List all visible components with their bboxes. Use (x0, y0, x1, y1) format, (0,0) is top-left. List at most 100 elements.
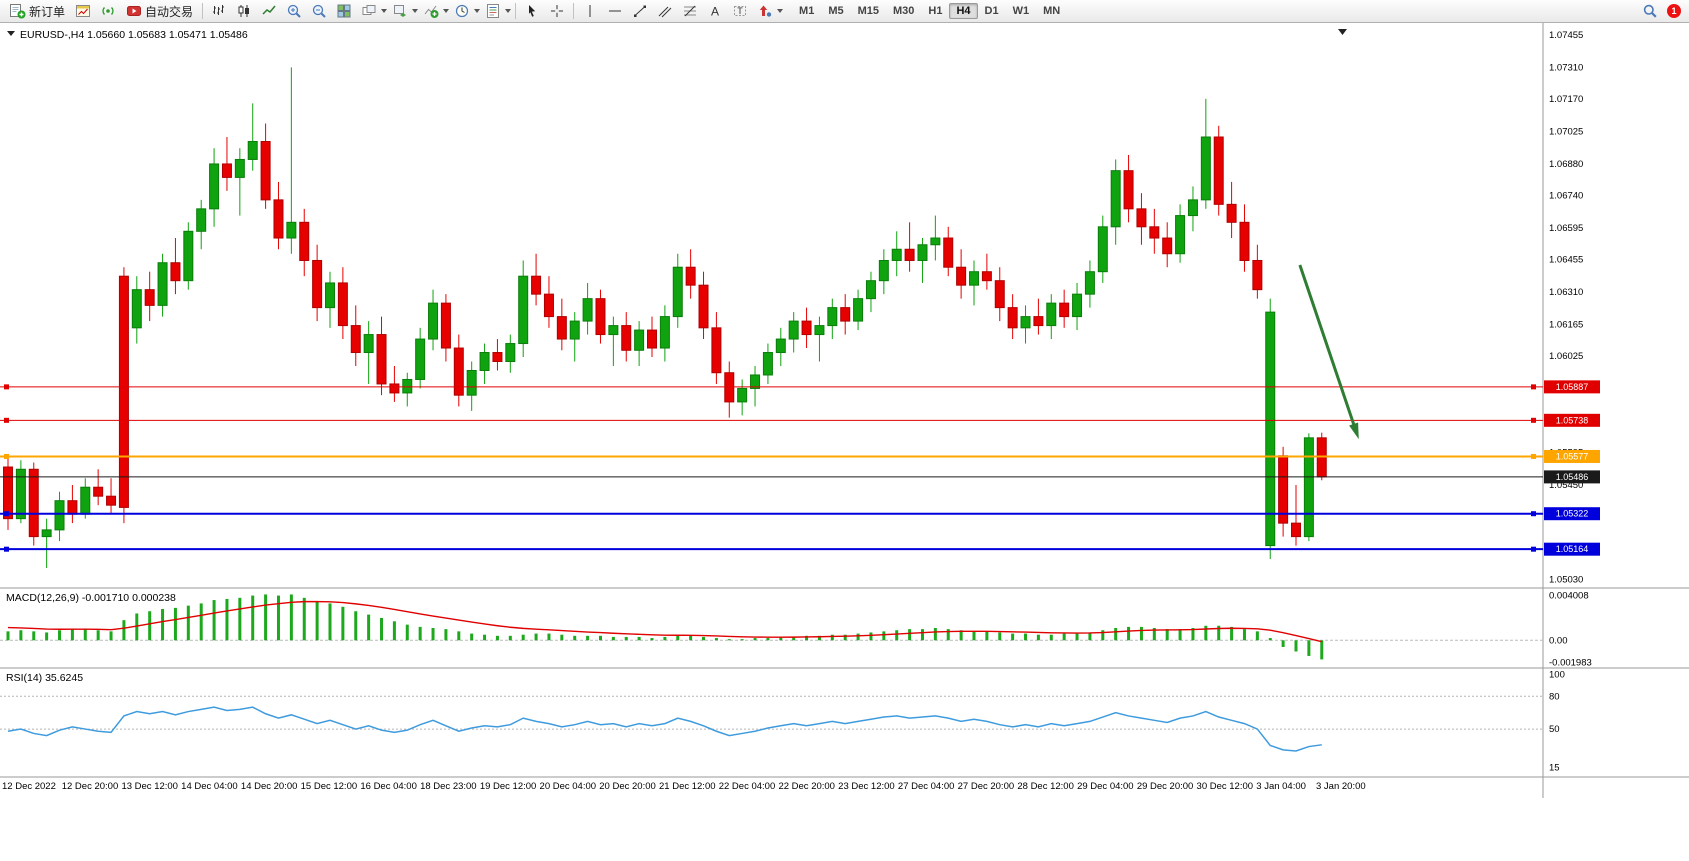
svg-text:15 Dec 12:00: 15 Dec 12:00 (301, 781, 358, 792)
svg-text:1.07025: 1.07025 (1549, 126, 1583, 137)
arrow-tools-caret[interactable] (777, 9, 784, 13)
line-handle[interactable] (1531, 546, 1536, 552)
svg-text:22 Dec 04:00: 22 Dec 04:00 (719, 781, 776, 792)
svg-text:MACD(12,26,9) -0.001710 0.0002: MACD(12,26,9) -0.001710 0.000238 (6, 592, 176, 604)
svg-text:16 Dec 04:00: 16 Dec 04:00 (360, 781, 417, 792)
candle-body (569, 320, 580, 340)
candle-body (325, 282, 335, 309)
timeframe-d1-button[interactable]: D1 (984, 5, 999, 17)
timeframe-w1-button[interactable]: W1 (1012, 5, 1030, 17)
timeframe-m30-button[interactable]: M30 (893, 5, 915, 17)
line-handle[interactable] (4, 546, 9, 552)
chart-template-icon[interactable] (481, 1, 505, 22)
period-selector-caret[interactable] (474, 9, 481, 13)
tile-windows-icon[interactable] (332, 1, 356, 22)
candle-body (904, 248, 915, 261)
candle-body (1072, 293, 1083, 318)
cascade-windows-caret[interactable] (412, 9, 419, 13)
notification-badge[interactable]: 1 (1667, 4, 1681, 18)
bar-chart-type-icon[interactable] (207, 1, 231, 22)
svg-text:1.05738: 1.05738 (1556, 415, 1589, 425)
candle-body (1110, 170, 1121, 228)
candle-body (376, 334, 387, 385)
timeframe-m5-button[interactable]: M5 (828, 5, 844, 17)
vertical-line-tool-icon[interactable] (578, 1, 602, 22)
svg-text:1.06595: 1.06595 (1549, 223, 1583, 234)
arrow-annotation[interactable] (1298, 264, 1359, 440)
text-label-tool-icon[interactable]: T (728, 1, 752, 22)
candle-body (1136, 208, 1147, 228)
cursor-icon[interactable] (520, 1, 544, 22)
arrange-windows-caret[interactable] (381, 9, 388, 13)
zoom-in-icon[interactable] (282, 1, 306, 22)
candle-body (956, 266, 967, 286)
line-handle[interactable] (1531, 511, 1536, 517)
text-tool-icon[interactable]: A (703, 1, 727, 22)
timeframe-h4-button[interactable]: H4 (949, 3, 978, 19)
new-order-button[interactable]: 新订单 (4, 1, 70, 22)
svg-text:15: 15 (1549, 762, 1560, 773)
candle-body (260, 140, 271, 201)
fibonacci-tool-icon[interactable] (678, 1, 702, 22)
candle-body (1303, 437, 1314, 538)
svg-text:80: 80 (1549, 691, 1560, 702)
macd-panel: 0.004008 0.00 -0.001983 MACD(12,26,9) -0.00… (0, 590, 1592, 668)
chart-area[interactable]: 1.07455 1.07310 1.07170 1.07025 1.06880 1.067… (0, 23, 1689, 798)
price-tag (1544, 542, 1600, 556)
svg-text:T: T (737, 6, 743, 16)
line-chart-type-icon[interactable] (257, 1, 281, 22)
svg-text:1.05577: 1.05577 (1556, 451, 1589, 461)
timeframe-mn-button[interactable]: MN (1043, 5, 1061, 17)
trendline-tool-icon[interactable] (628, 1, 652, 22)
candle-body (943, 237, 954, 268)
price-axis[interactable]: 1.07455 1.07310 1.07170 1.07025 1.06880 1.067… (1549, 30, 1583, 585)
line-handle[interactable] (1531, 384, 1536, 390)
svg-text:18 Dec 23:00: 18 Dec 23:00 (420, 781, 477, 792)
chart-window-icon[interactable] (71, 1, 95, 22)
timeframe-h1-button[interactable]: H1 (928, 5, 943, 17)
auto-trading-button[interactable]: 自动交易 (121, 1, 198, 22)
arrow-tools-icon[interactable] (753, 1, 777, 22)
horizontal-line-tool-icon[interactable] (603, 1, 627, 22)
macd-signal-line (7, 600, 1322, 643)
zoom-out-icon[interactable] (307, 1, 331, 22)
period-selector-icon[interactable] (450, 1, 474, 22)
search-icon[interactable] (1638, 1, 1662, 22)
rsi-line (7, 706, 1322, 752)
new-order-label: 新订单 (29, 4, 66, 19)
symbol-dropdown-icon[interactable] (7, 31, 15, 36)
toolbar-separator (202, 3, 204, 19)
line-handle[interactable] (1531, 417, 1536, 423)
add-indicator-caret[interactable] (443, 9, 450, 13)
line-handle[interactable] (4, 453, 9, 459)
candle-chart-type-icon[interactable] (232, 1, 256, 22)
line-handle[interactable] (4, 511, 9, 517)
svg-text:12 Dec 20:00: 12 Dec 20:00 (62, 781, 119, 792)
timeframe-m1-button[interactable]: M1 (799, 5, 815, 17)
equidistant-channel-tool-icon[interactable] (653, 1, 677, 22)
arrange-windows-icon[interactable] (357, 1, 381, 22)
cascade-windows-icon[interactable] (388, 1, 412, 22)
svg-text:1.05030: 1.05030 (1549, 574, 1583, 585)
price-shift-marker[interactable] (1338, 29, 1347, 35)
time-axis[interactable]: 12 Dec 2022 12 Dec 20:00 13 Dec 12:00 14 De… (2, 781, 1366, 792)
line-handle[interactable] (1531, 453, 1536, 459)
candle-body (144, 289, 155, 306)
svg-text:1.06455: 1.06455 (1549, 254, 1583, 265)
mql-signal-icon[interactable] (96, 1, 120, 22)
candle-body (286, 221, 297, 239)
candle-body (634, 329, 645, 351)
chart-title: EURUSD-,H4 1.05660 1.05683 1.05471 1.054… (20, 29, 248, 41)
timeframe-m15-button[interactable]: M15 (857, 5, 879, 17)
candle-body (170, 262, 181, 282)
line-handle[interactable] (4, 384, 9, 390)
add-indicator-icon[interactable] (419, 1, 443, 22)
svg-text:1.06025: 1.06025 (1549, 351, 1583, 362)
line-handle[interactable] (4, 417, 9, 423)
crosshair-icon[interactable] (545, 1, 569, 22)
chart-template-caret[interactable] (505, 9, 512, 13)
price-tag (1544, 470, 1600, 484)
candle-body (41, 529, 52, 538)
candle-body (221, 163, 232, 178)
candle-body (106, 495, 117, 506)
